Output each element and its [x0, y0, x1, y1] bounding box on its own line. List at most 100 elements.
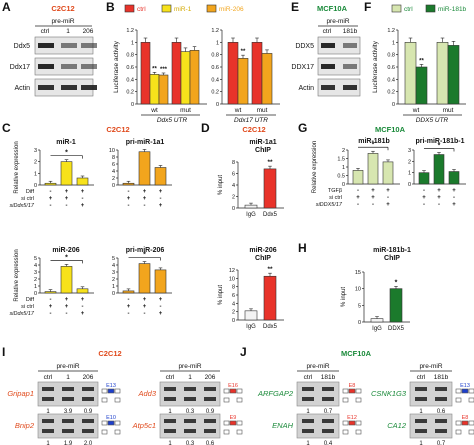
- condition-sign: +: [65, 196, 69, 202]
- blot-band: [81, 85, 97, 90]
- panel-b-tick-label: 1.2: [126, 28, 134, 34]
- panel-letter-j: J: [240, 345, 247, 359]
- panel-letter-d: D: [201, 121, 210, 135]
- panel-c-tick-label: 0: [34, 183, 37, 189]
- alt-exon-box: [107, 420, 115, 426]
- exon-label: E16: [228, 383, 238, 389]
- blot-band: [343, 85, 357, 90]
- gel-band-lower: [204, 397, 216, 401]
- exon-box: [101, 388, 108, 394]
- bar: [237, 58, 249, 105]
- panel-letter-a: A: [2, 0, 11, 14]
- panel-g-tick-label: 0: [408, 182, 411, 188]
- panel-c-tick-label: 4: [112, 169, 115, 175]
- gel-band-lower: [184, 429, 196, 433]
- exon-box: [468, 388, 474, 394]
- blot-band: [321, 64, 335, 69]
- condition-sign: -: [50, 297, 52, 303]
- panel-f-tick-label: 1.2: [387, 28, 395, 34]
- exon-box: [223, 429, 230, 435]
- subchart-title: miR-206: [52, 247, 79, 254]
- condition-sign: +: [159, 203, 163, 209]
- condition-sign: +: [386, 202, 390, 208]
- exon-box: [223, 397, 230, 403]
- inclusion-ratio: 0.6: [206, 441, 215, 445]
- blot-band: [61, 43, 77, 48]
- rt-pcr-gel: [37, 413, 99, 439]
- panel-b2-tick-label: 0.6: [211, 65, 219, 71]
- condition-sign: -: [144, 311, 146, 317]
- panel-c-tick-label: 4: [34, 263, 37, 269]
- category-label: DDX5: [388, 326, 405, 332]
- panel-b2-tick-label: 1.2: [211, 28, 219, 34]
- condition-sign: -: [128, 203, 130, 209]
- blot-band: [61, 85, 77, 90]
- bar: [149, 74, 160, 105]
- blot-band: [81, 64, 97, 69]
- exon-box: [355, 397, 362, 403]
- bar: [415, 66, 428, 105]
- panel-d-tick-label: 8: [232, 285, 235, 291]
- inclusion-ratio: 1: [168, 409, 172, 415]
- lane-label: ctrl: [166, 374, 175, 381]
- significance-mark: *: [438, 142, 441, 149]
- gel-band-lower: [302, 429, 314, 433]
- panel-d-tick-label: 6: [232, 172, 235, 178]
- exon-box: [101, 429, 108, 435]
- panel-d-tick-label: 6: [232, 293, 235, 299]
- gel-band-lower: [62, 429, 74, 433]
- gel-band-upper: [164, 387, 176, 391]
- bar: [447, 45, 460, 105]
- blot-band: [81, 43, 97, 48]
- significance-mark: **: [241, 49, 246, 55]
- panel-g-tick-label: 1: [408, 171, 411, 177]
- panel-c-tick-label: 3: [34, 148, 37, 154]
- panel-g-title: MCF10A: [375, 125, 406, 134]
- condition-sign: +: [437, 195, 441, 201]
- gel-band-lower: [42, 429, 54, 433]
- condition-sign: +: [143, 297, 147, 303]
- condition-sign: +: [81, 203, 85, 209]
- condition-sign: -: [82, 304, 84, 310]
- condition-sign: +: [437, 188, 441, 194]
- gel-band-lower: [322, 397, 334, 401]
- condition-sign: -: [50, 203, 52, 209]
- exon-box: [468, 429, 474, 435]
- gel-band-upper: [42, 387, 54, 391]
- bar: [352, 170, 364, 185]
- inclusion-ratio: 1: [419, 441, 423, 445]
- condition-sign: -: [128, 297, 130, 303]
- condition-sign: +: [386, 188, 390, 194]
- significance-mark: *: [372, 141, 375, 148]
- panel-h-tick-label: 5: [358, 303, 361, 309]
- alt-exon-box: [229, 388, 237, 394]
- group-label: wt: [234, 107, 242, 114]
- panel-c-tick-label: 4: [112, 263, 115, 269]
- exon-label: E9: [230, 415, 237, 421]
- exon-box: [223, 420, 230, 426]
- gel-band-upper: [322, 419, 334, 423]
- category-label: IgG: [246, 212, 256, 218]
- bar: [140, 42, 151, 105]
- exon-box: [342, 397, 349, 403]
- condition-sign: -: [423, 202, 425, 208]
- exon-box: [114, 420, 121, 426]
- condition-sign: +: [452, 202, 456, 208]
- condition-sign: +: [371, 195, 375, 201]
- category-label: Ddx5: [263, 212, 278, 218]
- lane-label: ctrl: [44, 374, 53, 381]
- panel-j-header: pre-miR: [419, 363, 442, 370]
- panel-c-tick-label: 2: [112, 176, 115, 182]
- gel-band-upper: [435, 387, 447, 391]
- bar: [154, 167, 167, 186]
- gel-band-upper: [302, 419, 314, 423]
- subchart-title-line: ChIP: [255, 147, 271, 154]
- condition-sign: +: [143, 189, 147, 195]
- panel-c-tick-label: 3: [112, 270, 115, 276]
- condition-sign: +: [143, 304, 147, 310]
- panel-j-header: pre-miR: [306, 363, 329, 370]
- panel-c-tick-label: 0: [112, 291, 115, 297]
- exon-box: [223, 388, 230, 394]
- y-axis-label: % input: [218, 175, 224, 195]
